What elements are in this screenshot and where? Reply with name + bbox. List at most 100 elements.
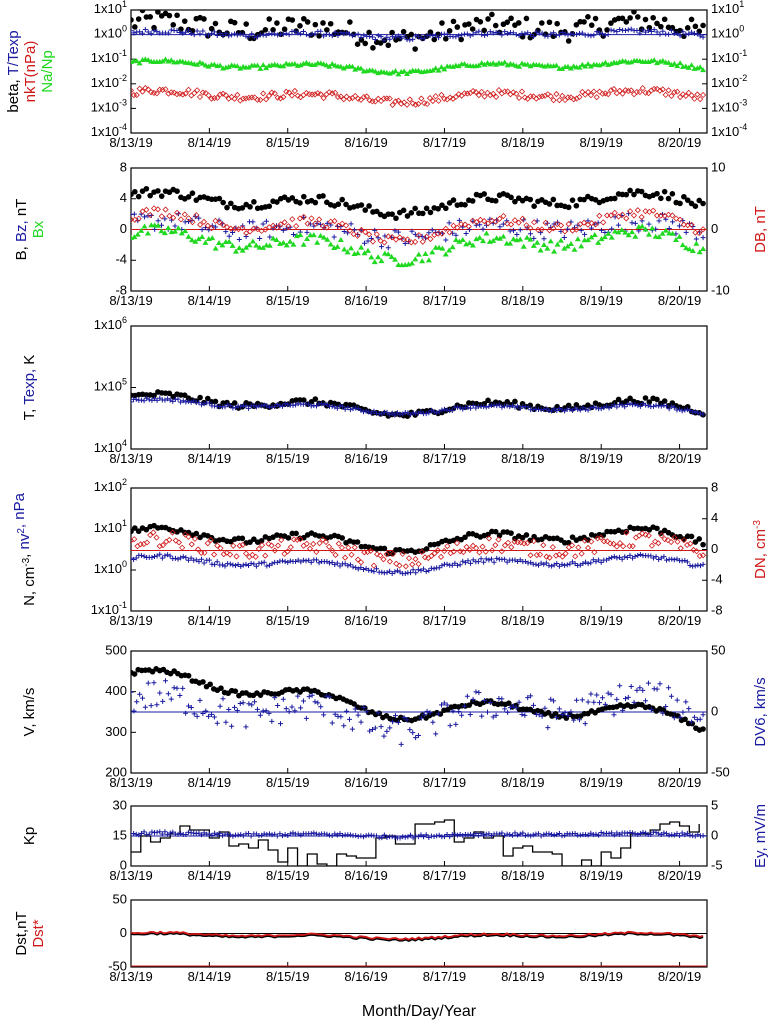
- data-point: [203, 708, 209, 714]
- data-point: [147, 14, 153, 20]
- data-point: [565, 32, 571, 38]
- data-point: [366, 29, 372, 36]
- data-point: [568, 542, 576, 549]
- data-point: [661, 188, 668, 195]
- data-point: [243, 561, 249, 567]
- data-point: [216, 219, 223, 226]
- x-tick-label: 8/14/19: [188, 969, 231, 984]
- y2-tick-label: 0: [711, 221, 718, 236]
- data-point: [577, 562, 583, 568]
- data-point: [564, 562, 570, 568]
- data-point: [358, 565, 364, 571]
- data-point: [245, 94, 252, 101]
- data-point: [402, 241, 408, 247]
- data-point: [351, 227, 357, 233]
- data-point: [423, 233, 430, 240]
- data-point: [645, 680, 651, 686]
- data-point: [319, 401, 325, 407]
- data-point: [671, 715, 677, 721]
- data-point: [234, 32, 240, 38]
- data-point: [642, 208, 649, 215]
- data-point: [282, 832, 288, 838]
- data-point: [306, 33, 312, 39]
- data-point: [588, 220, 595, 227]
- data-point: [216, 240, 223, 246]
- data-point: [524, 540, 531, 547]
- data-point: [262, 552, 269, 559]
- data-point: [496, 831, 502, 837]
- data-point: [597, 534, 604, 541]
- data-point: [654, 29, 660, 35]
- data-point: [415, 560, 422, 568]
- data-point: [397, 835, 403, 841]
- data-point: [292, 708, 298, 714]
- data-point: [504, 19, 511, 25]
- data-point: [481, 401, 488, 407]
- data-point: [443, 35, 449, 42]
- data-point: [214, 542, 221, 549]
- data-point: [496, 30, 502, 36]
- data-point: [444, 31, 450, 37]
- data-point: [632, 401, 638, 407]
- y2-tick-label: 0: [711, 541, 718, 556]
- data-point: [227, 403, 233, 409]
- data-point: [132, 188, 138, 195]
- y-tick-label: 8: [120, 159, 127, 174]
- x-tick-label: 8/16/19: [344, 775, 387, 790]
- y2-tick-label: 1x10-3: [711, 98, 747, 115]
- data-point: [685, 64, 692, 70]
- data-point: [313, 548, 320, 555]
- data-point: [671, 60, 678, 66]
- data-point: [361, 409, 367, 415]
- data-point: [226, 233, 232, 239]
- data-point: [372, 227, 378, 233]
- data-point: [616, 87, 623, 94]
- data-point: [533, 406, 539, 412]
- data-point: [690, 409, 696, 415]
- data-point: [191, 535, 199, 542]
- data-point: [473, 689, 479, 695]
- data-point: [194, 713, 200, 719]
- data-point: [567, 406, 573, 412]
- data-point: [247, 539, 253, 545]
- data-point: [679, 830, 685, 836]
- data-point: [619, 402, 625, 408]
- data-point: [286, 32, 292, 38]
- data-point: [144, 230, 151, 236]
- data-point: [646, 24, 653, 31]
- data-point: [355, 712, 361, 718]
- data-point: [544, 91, 551, 98]
- data-point: [253, 404, 259, 410]
- data-point: [218, 685, 224, 692]
- data-point: [517, 557, 523, 563]
- data-point: [353, 565, 359, 571]
- data-point: [196, 559, 202, 565]
- data-point: [556, 97, 563, 104]
- data-point: [201, 560, 207, 566]
- data-point: [696, 536, 703, 542]
- data-point: [285, 223, 292, 230]
- data-point: [493, 61, 500, 67]
- data-point: [470, 403, 476, 409]
- data-point: [151, 680, 157, 686]
- data-point: [441, 406, 447, 412]
- data-point: [289, 530, 296, 537]
- data-point: [639, 530, 646, 537]
- data-point: [223, 223, 231, 231]
- data-point: [629, 220, 635, 226]
- data-point: [479, 32, 485, 38]
- data-point: [546, 201, 553, 207]
- data-point: [700, 22, 706, 29]
- data-point: [488, 217, 495, 224]
- data-point: [159, 831, 165, 837]
- data-point: [180, 685, 186, 691]
- data-point: [366, 203, 372, 209]
- data-point: [243, 244, 250, 250]
- data-point: [543, 560, 549, 566]
- data-point: [558, 537, 564, 543]
- data-point: [600, 33, 607, 39]
- data-point: [588, 691, 594, 697]
- data-point: [510, 703, 516, 709]
- data-point: [410, 36, 416, 42]
- data-point: [358, 833, 364, 839]
